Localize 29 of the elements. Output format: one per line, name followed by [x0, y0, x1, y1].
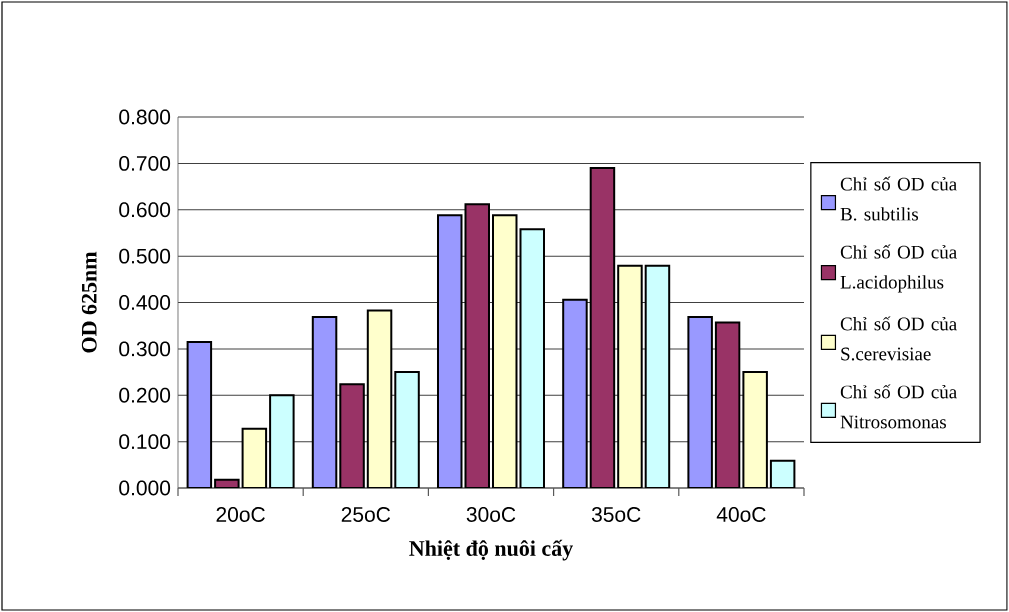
- bar: [742, 371, 768, 489]
- bar: [269, 394, 295, 489]
- legend-label: Chỉ số OD của Nitrosomonas: [840, 384, 957, 429]
- y-tick-label: 0.000: [119, 480, 171, 496]
- bar: [394, 371, 420, 489]
- x-tick-label: 25oC: [341, 507, 391, 522]
- legend-label: Chỉ số OD của S.cerevisiae: [840, 316, 957, 361]
- y-tick-label: 0.100: [119, 434, 171, 450]
- y-tick-label: 0.800: [119, 109, 171, 125]
- bar: [464, 203, 490, 489]
- y-axis-title: OD 625nm: [81, 251, 97, 353]
- bar: [562, 298, 588, 489]
- y-tick-label: 0.200: [119, 387, 171, 403]
- bar: [687, 315, 713, 489]
- bar: [339, 383, 365, 489]
- y-tick-label: 0.400: [119, 295, 171, 310]
- x-axis-title: Nhiệt độ nuôi cấy: [409, 539, 573, 561]
- x-tick-label: 30oC: [466, 507, 516, 522]
- bar: [617, 264, 643, 489]
- y-tick-label: 0.600: [119, 202, 171, 218]
- x-tick-label: 20oC: [216, 507, 265, 522]
- x-tick-label: 40oC: [716, 507, 766, 522]
- y-tick-label: 0.500: [119, 248, 171, 264]
- legend-label: Chỉ số OD của B. subtilis: [840, 176, 957, 221]
- legend-label: Chỉ số OD của L.acidophilus: [840, 244, 957, 293]
- bar: [519, 228, 545, 489]
- y-tick-label: 0.300: [119, 341, 171, 357]
- x-tick-label: 35oC: [591, 507, 641, 522]
- y-tick-label: 0.700: [119, 155, 171, 171]
